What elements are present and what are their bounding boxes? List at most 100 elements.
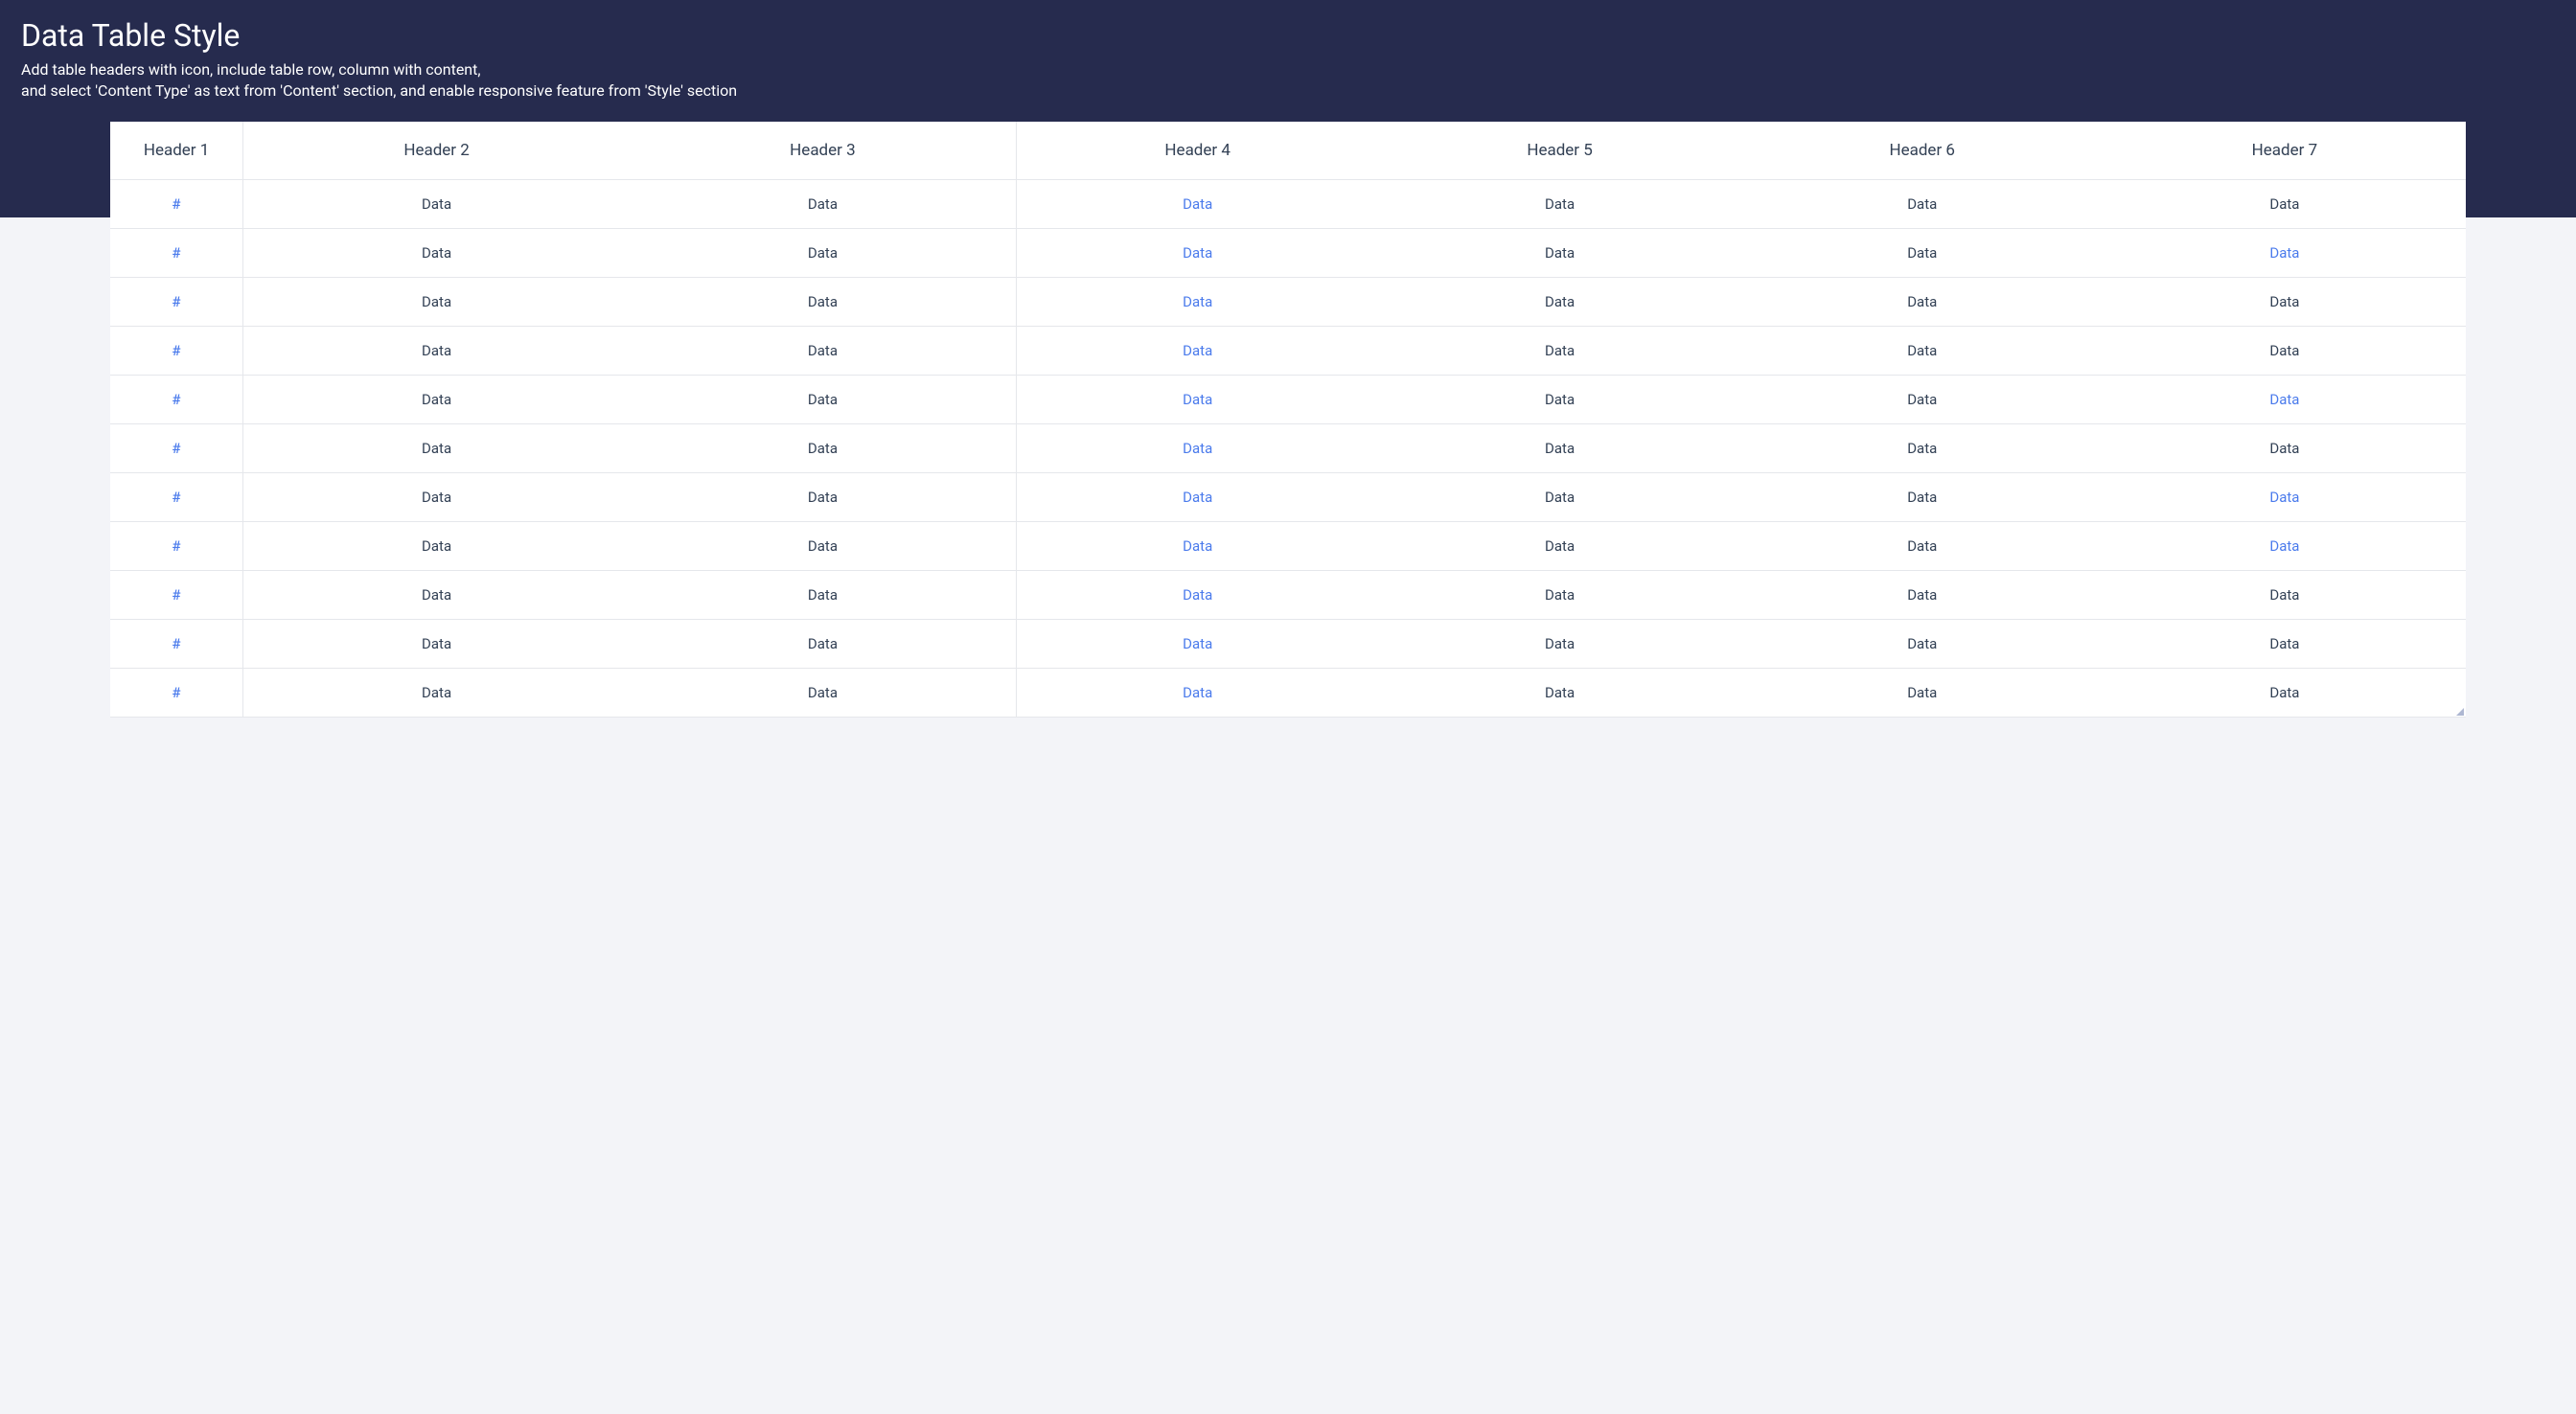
table-row: #DataDataDataDataDataData bbox=[110, 179, 2466, 228]
table-cell: Data bbox=[1741, 423, 2104, 472]
table-cell: Data bbox=[1379, 521, 1741, 570]
table-header-row: Header 1 Header 2 Header 3 Header 4 Head… bbox=[110, 122, 2466, 180]
table-header-cell[interactable]: Header 4 bbox=[1016, 122, 1378, 180]
table-head: Header 1 Header 2 Header 3 Header 4 Head… bbox=[110, 122, 2466, 180]
row-index-cell[interactable]: # bbox=[110, 472, 243, 521]
table-header-cell[interactable]: Header 2 bbox=[243, 122, 630, 180]
table-cell[interactable]: Data bbox=[2104, 472, 2466, 521]
table-body: #DataDataDataDataDataData#DataDataDataDa… bbox=[110, 179, 2466, 717]
table-row: #DataDataDataDataDataData bbox=[110, 277, 2466, 326]
table-cell[interactable]: Data bbox=[1016, 570, 1378, 619]
row-index-cell[interactable]: # bbox=[110, 423, 243, 472]
table-cell: Data bbox=[1379, 375, 1741, 423]
table-cell: Data bbox=[1741, 228, 2104, 277]
table-row: #DataDataDataDataDataData bbox=[110, 668, 2466, 717]
row-index-cell[interactable]: # bbox=[110, 570, 243, 619]
table-cell[interactable]: Data bbox=[2104, 228, 2466, 277]
table-cell: Data bbox=[243, 472, 630, 521]
table-cell[interactable]: Data bbox=[2104, 375, 2466, 423]
resize-handle-icon[interactable] bbox=[2456, 708, 2464, 716]
row-index-cell[interactable]: # bbox=[110, 228, 243, 277]
table-cell[interactable]: Data bbox=[1016, 668, 1378, 717]
table-cell: Data bbox=[1379, 472, 1741, 521]
row-index-cell[interactable]: # bbox=[110, 179, 243, 228]
table-cell: Data bbox=[1741, 375, 2104, 423]
table-cell[interactable]: Data bbox=[1016, 326, 1378, 375]
table-cell: Data bbox=[1741, 472, 2104, 521]
table-cell: Data bbox=[630, 619, 1016, 668]
table-cell: Data bbox=[243, 179, 630, 228]
subtitle-line-2: and select 'Content Type' as text from '… bbox=[21, 81, 737, 100]
table-cell: Data bbox=[630, 277, 1016, 326]
table-cell: Data bbox=[1379, 423, 1741, 472]
table-cell: Data bbox=[630, 423, 1016, 472]
table-cell[interactable]: Data bbox=[1016, 472, 1378, 521]
table-cell: Data bbox=[2104, 570, 2466, 619]
table-cell: Data bbox=[630, 570, 1016, 619]
table-cell: Data bbox=[243, 423, 630, 472]
table-cell: Data bbox=[2104, 668, 2466, 717]
page-title: Data Table Style bbox=[21, 17, 2555, 54]
table-cell: Data bbox=[2104, 179, 2466, 228]
table-header-cell[interactable]: Header 5 bbox=[1379, 122, 1741, 180]
table-cell: Data bbox=[1741, 521, 2104, 570]
table-cell: Data bbox=[630, 472, 1016, 521]
row-index-cell[interactable]: # bbox=[110, 326, 243, 375]
table-row: #DataDataDataDataDataData bbox=[110, 521, 2466, 570]
table-cell: Data bbox=[630, 326, 1016, 375]
table-header-cell[interactable]: Header 7 bbox=[2104, 122, 2466, 180]
table-cell: Data bbox=[243, 228, 630, 277]
table-cell[interactable]: Data bbox=[1016, 619, 1378, 668]
table-cell: Data bbox=[1379, 326, 1741, 375]
table-cell: Data bbox=[2104, 619, 2466, 668]
table-cell: Data bbox=[1379, 179, 1741, 228]
table-cell: Data bbox=[630, 228, 1016, 277]
table-cell[interactable]: Data bbox=[2104, 521, 2466, 570]
table-cell: Data bbox=[1379, 228, 1741, 277]
table-cell[interactable]: Data bbox=[1016, 228, 1378, 277]
table-cell: Data bbox=[1741, 668, 2104, 717]
table-cell: Data bbox=[243, 570, 630, 619]
table-cell: Data bbox=[2104, 277, 2466, 326]
table-cell: Data bbox=[243, 521, 630, 570]
table-cell: Data bbox=[2104, 326, 2466, 375]
row-index-cell[interactable]: # bbox=[110, 619, 243, 668]
table-cell: Data bbox=[1741, 326, 2104, 375]
table-cell[interactable]: Data bbox=[1016, 375, 1378, 423]
table-cell: Data bbox=[630, 179, 1016, 228]
table-cell: Data bbox=[243, 619, 630, 668]
table-row: #DataDataDataDataDataData bbox=[110, 570, 2466, 619]
table-header-cell[interactable]: Header 3 bbox=[630, 122, 1016, 180]
data-table-container: Header 1 Header 2 Header 3 Header 4 Head… bbox=[110, 122, 2466, 718]
table-row: #DataDataDataDataDataData bbox=[110, 423, 2466, 472]
subtitle-line-1: Add table headers with icon, include tab… bbox=[21, 60, 481, 79]
row-index-cell[interactable]: # bbox=[110, 668, 243, 717]
data-table: Header 1 Header 2 Header 3 Header 4 Head… bbox=[110, 122, 2466, 718]
table-cell: Data bbox=[243, 277, 630, 326]
table-cell[interactable]: Data bbox=[1016, 521, 1378, 570]
table-cell: Data bbox=[630, 668, 1016, 717]
table-row: #DataDataDataDataDataData bbox=[110, 326, 2466, 375]
table-header-cell[interactable]: Header 1 bbox=[110, 122, 243, 180]
table-cell: Data bbox=[243, 668, 630, 717]
table-cell: Data bbox=[1379, 668, 1741, 717]
table-header-cell[interactable]: Header 6 bbox=[1741, 122, 2104, 180]
table-cell: Data bbox=[1741, 179, 2104, 228]
table-row: #DataDataDataDataDataData bbox=[110, 619, 2466, 668]
table-cell[interactable]: Data bbox=[1016, 179, 1378, 228]
row-index-cell[interactable]: # bbox=[110, 375, 243, 423]
table-cell: Data bbox=[630, 375, 1016, 423]
row-index-cell[interactable]: # bbox=[110, 277, 243, 326]
table-cell: Data bbox=[2104, 423, 2466, 472]
table-cell: Data bbox=[243, 326, 630, 375]
table-row: #DataDataDataDataDataData bbox=[110, 375, 2466, 423]
table-cell: Data bbox=[243, 375, 630, 423]
table-row: #DataDataDataDataDataData bbox=[110, 472, 2466, 521]
table-cell[interactable]: Data bbox=[1016, 277, 1378, 326]
table-cell: Data bbox=[630, 521, 1016, 570]
table-cell: Data bbox=[1741, 277, 2104, 326]
table-cell[interactable]: Data bbox=[1016, 423, 1378, 472]
page-subtitle: Add table headers with icon, include tab… bbox=[21, 59, 2555, 103]
table-cell: Data bbox=[1379, 570, 1741, 619]
row-index-cell[interactable]: # bbox=[110, 521, 243, 570]
